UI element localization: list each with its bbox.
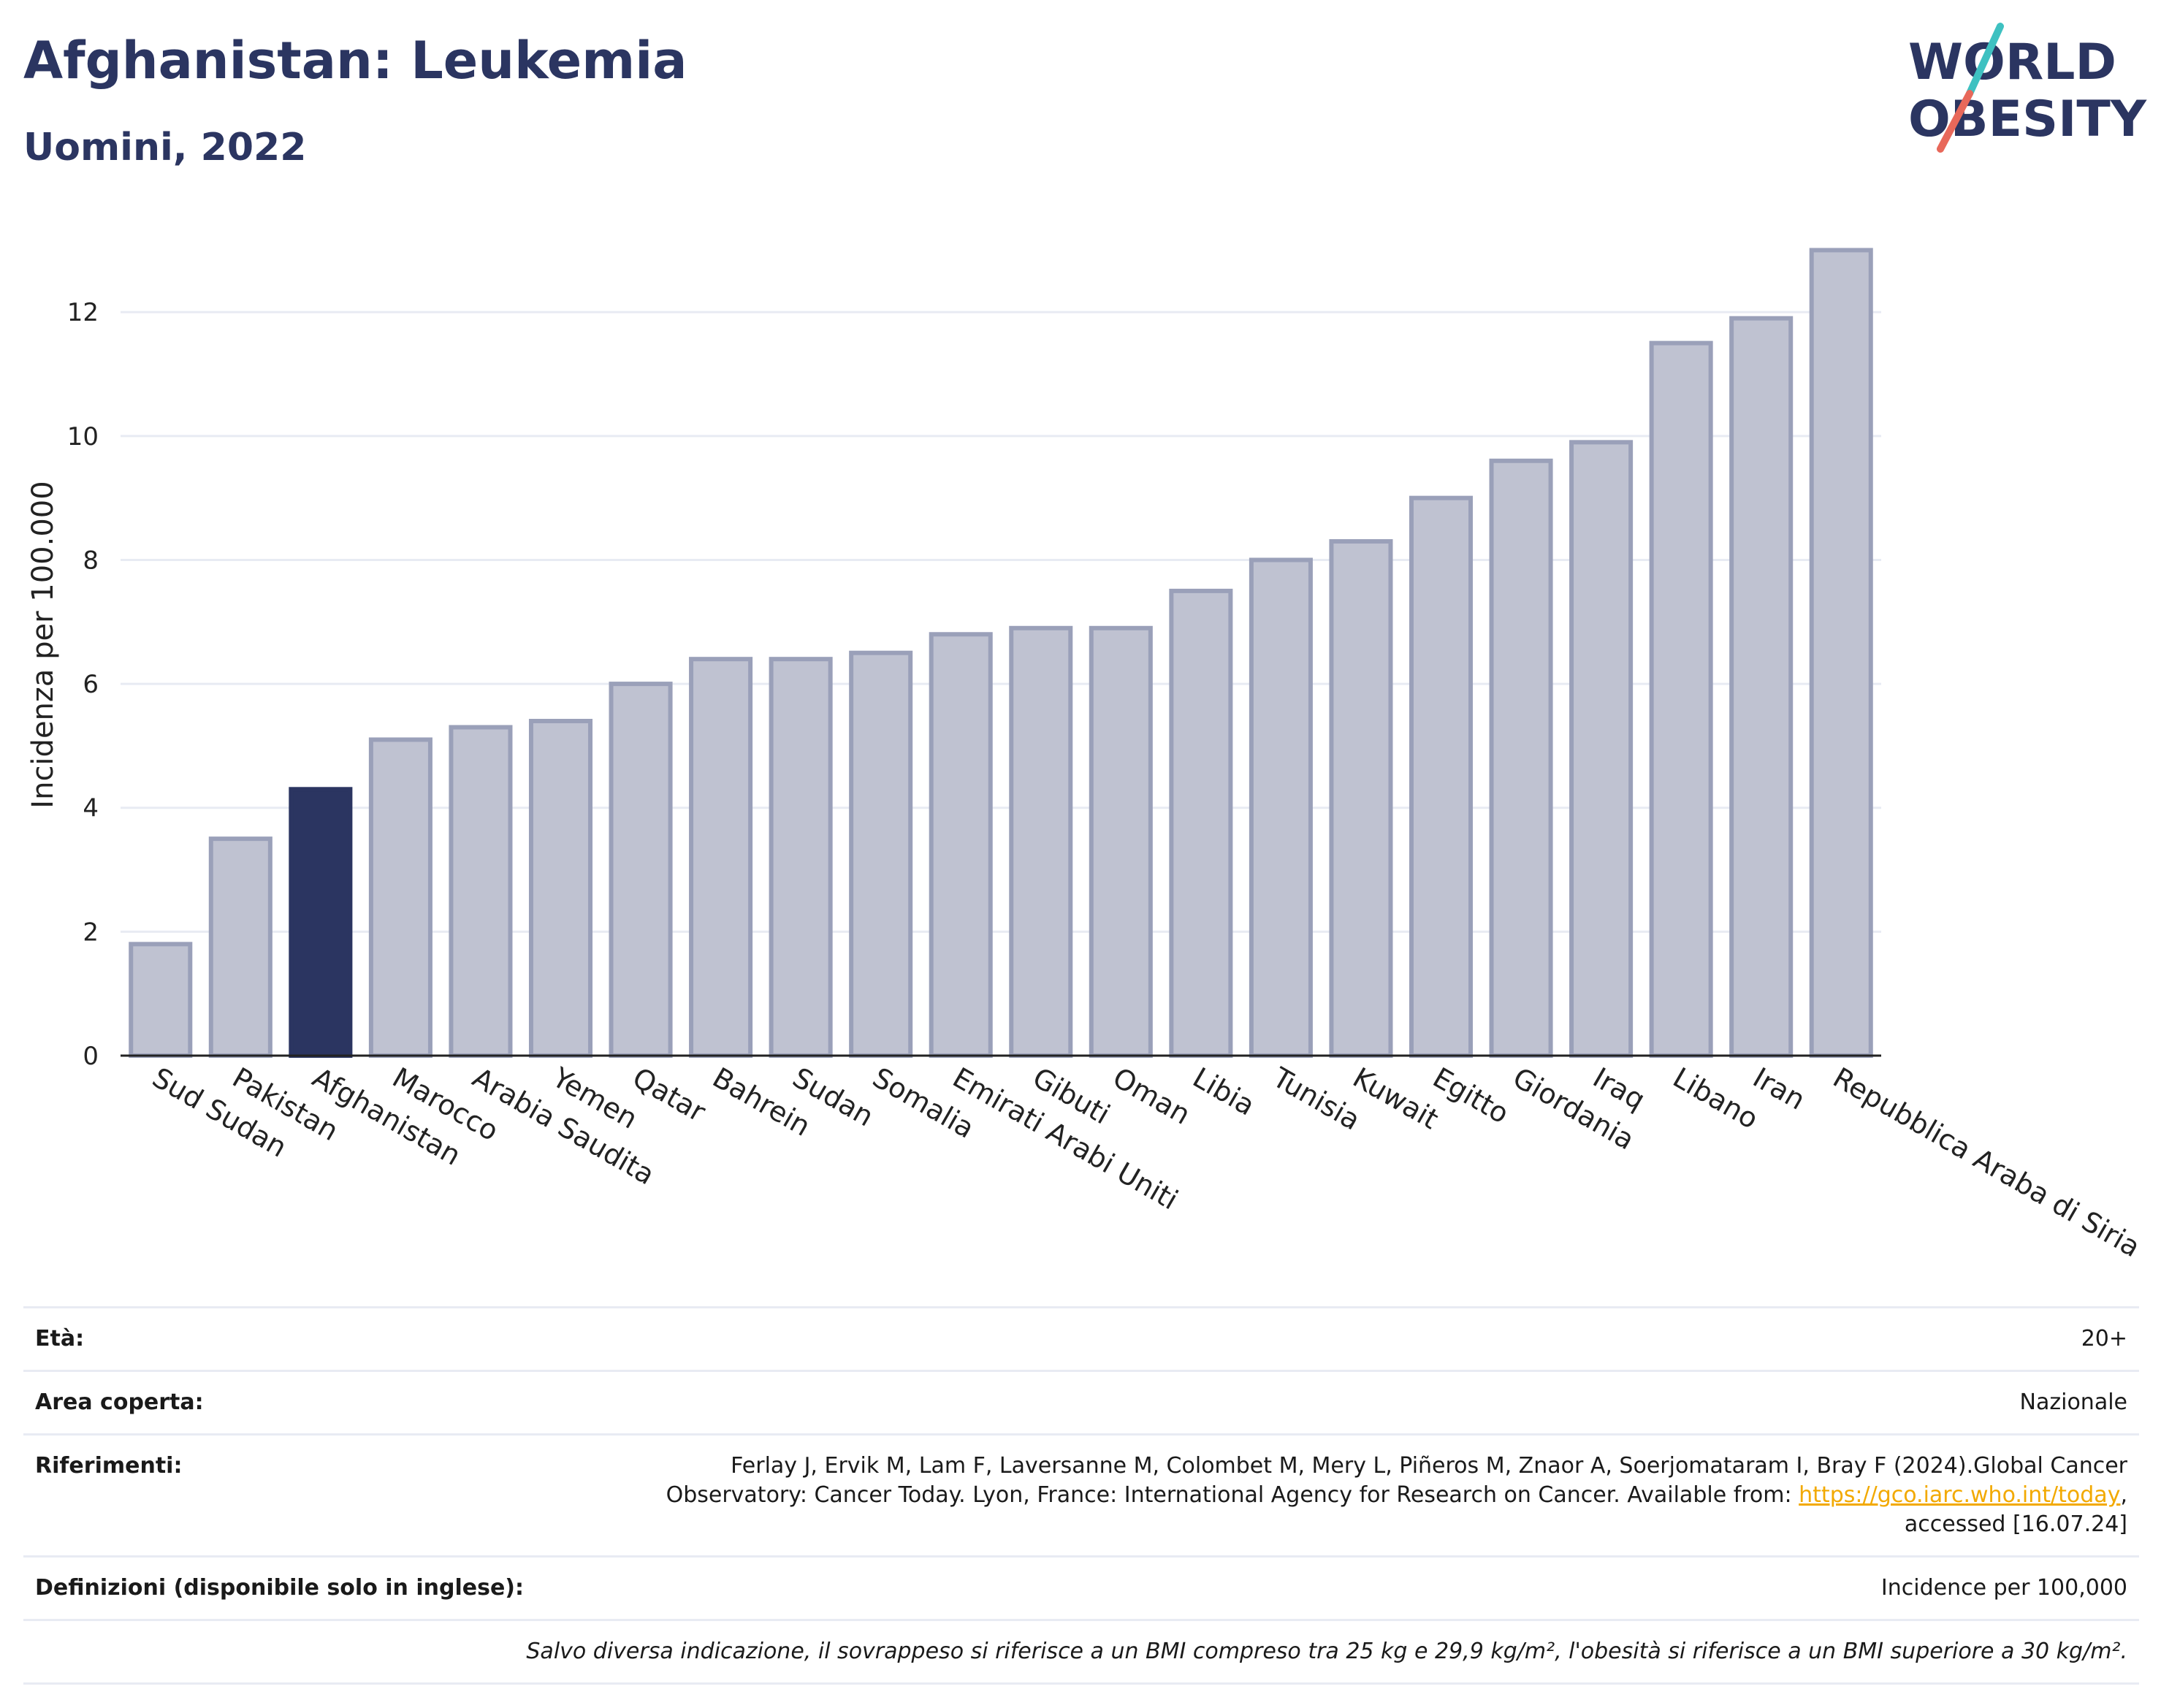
bar-egitto[interactable] bbox=[1409, 495, 1474, 1058]
x-category-label: Qatar bbox=[628, 1061, 712, 1129]
bar-sud-sudan[interactable] bbox=[129, 942, 193, 1059]
bar-marocco[interactable] bbox=[368, 737, 432, 1058]
references-link[interactable]: https://gco.iarc.who.int/today bbox=[1799, 1482, 2121, 1508]
y-tick-labels: 0 2 4 6 8 10 12 bbox=[67, 298, 99, 1071]
bar-libano[interactable] bbox=[1649, 340, 1713, 1058]
bars bbox=[129, 248, 1873, 1059]
info-row-references: Riferimenti: Ferlay J, Ervik M, Lam F, L… bbox=[23, 1433, 2139, 1557]
info-row-age: Età: 20+ bbox=[23, 1306, 2139, 1371]
bar-tunisia[interactable] bbox=[1249, 557, 1313, 1058]
bar-somalia[interactable] bbox=[849, 650, 913, 1058]
definitions-label: Definizioni (disponibile solo in inglese… bbox=[23, 1555, 602, 1620]
x-category-label: Tunisia bbox=[1267, 1061, 1365, 1137]
references-label: Riferimenti: bbox=[23, 1433, 602, 1557]
x-category-label: Libia bbox=[1187, 1061, 1260, 1122]
x-category-label: Oman bbox=[1108, 1061, 1196, 1131]
y-tick-label: 12 bbox=[67, 298, 99, 327]
y-tick-label: 2 bbox=[83, 918, 99, 947]
bar-iraq[interactable] bbox=[1569, 440, 1634, 1058]
bar-arabia-saudita[interactable] bbox=[449, 725, 513, 1059]
age-value: 20+ bbox=[602, 1306, 2139, 1371]
references-value: Ferlay J, Ervik M, Lam F, Laversanne M, … bbox=[602, 1433, 2139, 1557]
area-value: Nazionale bbox=[602, 1370, 2139, 1435]
bar-sudan[interactable] bbox=[769, 657, 833, 1058]
area-label: Area coperta: bbox=[23, 1370, 602, 1435]
bar-kuwait[interactable] bbox=[1329, 539, 1393, 1058]
info-table: Età: 20+ Area coperta: Nazionale Riferim… bbox=[23, 1306, 2139, 1685]
bar-libia[interactable] bbox=[1169, 588, 1233, 1058]
bar-emirati-arabi-uniti[interactable] bbox=[929, 632, 993, 1058]
references-accessed: , accessed [16.07.24] bbox=[1904, 1482, 2127, 1537]
y-tick-label: 10 bbox=[67, 422, 99, 451]
bmi-note: Salvo diversa indicazione, il sovrappeso… bbox=[23, 1619, 2139, 1685]
page-subtitle: Uomini, 2022 bbox=[23, 126, 307, 169]
bar-pakistan[interactable] bbox=[208, 836, 272, 1059]
bar-chart: 0 2 4 6 8 10 12 Sud SudanPakistanAfghanistanMa… bbox=[26, 248, 2146, 1263]
y-tick-label: 4 bbox=[83, 794, 99, 823]
logo-text-world: WORLD bbox=[1908, 34, 2116, 91]
bar-oman[interactable] bbox=[1089, 625, 1153, 1058]
y-tick-label: 8 bbox=[83, 546, 99, 575]
age-label: Età: bbox=[23, 1306, 602, 1371]
info-row-definitions: Definizioni (disponibile solo in inglese… bbox=[23, 1555, 2139, 1620]
x-category-label: Egitto bbox=[1428, 1061, 1514, 1130]
definitions-value: Incidence per 100,000 bbox=[602, 1555, 2139, 1620]
bar-yemen[interactable] bbox=[528, 719, 593, 1058]
bar-afghanistan[interactable] bbox=[289, 787, 353, 1058]
y-axis-title: Incidenza per 100.000 bbox=[26, 481, 60, 808]
bar-gibuti[interactable] bbox=[1009, 625, 1073, 1058]
y-tick-label: 0 bbox=[83, 1042, 99, 1071]
info-row-area: Area coperta: Nazionale bbox=[23, 1370, 2139, 1435]
bar-repubblica-araba-di-siria[interactable] bbox=[1809, 248, 1873, 1059]
bar-iran[interactable] bbox=[1729, 316, 1794, 1059]
references-text: Ferlay J, Ervik M, Lam F, Laversanne M, … bbox=[666, 1453, 2127, 1508]
x-category-labels: Sud SudanPakistanAfghanistanMaroccoArabi… bbox=[147, 1061, 2146, 1263]
bar-giordania[interactable] bbox=[1489, 458, 1553, 1058]
info-row-note: Salvo diversa indicazione, il sovrappeso… bbox=[23, 1619, 2139, 1685]
bar-bahrein[interactable] bbox=[689, 657, 753, 1058]
x-category-label: Libano bbox=[1668, 1061, 1764, 1135]
y-tick-label: 6 bbox=[83, 670, 99, 699]
x-category-label: Kuwait bbox=[1347, 1061, 1444, 1136]
world-obesity-logo: WORLD OBESITY bbox=[1908, 23, 2147, 153]
x-category-label: Repubblica Araba di Siria bbox=[1828, 1061, 2146, 1264]
page-title: Afghanistan: Leukemia bbox=[23, 31, 687, 91]
bar-qatar[interactable] bbox=[609, 682, 673, 1058]
